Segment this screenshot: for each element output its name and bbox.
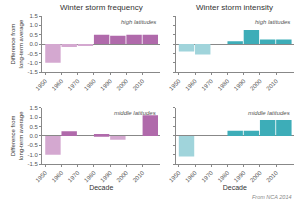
svg-text:2000: 2000 <box>249 78 263 92</box>
svg-text:1990: 1990 <box>99 169 113 183</box>
svg-text:1980: 1980 <box>83 169 97 183</box>
svg-text:Winter storm intensity: Winter storm intensity <box>196 3 273 12</box>
svg-text:0.0: 0.0 <box>29 133 38 139</box>
svg-text:-0.5: -0.5 <box>27 142 38 148</box>
svg-text:2010: 2010 <box>132 78 146 92</box>
svg-text:-1.0: -1.0 <box>27 60 38 66</box>
svg-text:1970: 1970 <box>200 169 214 183</box>
svg-text:2000: 2000 <box>249 169 263 183</box>
svg-text:middle latitudes: middle latitudes <box>114 110 156 116</box>
svg-text:-1.5: -1.5 <box>27 161 38 167</box>
svg-text:1.5: 1.5 <box>29 13 38 19</box>
svg-text:1.0: 1.0 <box>29 114 38 120</box>
svg-text:1970: 1970 <box>200 78 214 92</box>
svg-text:1960: 1960 <box>184 169 198 183</box>
svg-text:1970: 1970 <box>67 78 81 92</box>
svg-text:-1.0: -1.0 <box>27 152 38 158</box>
svg-text:1990: 1990 <box>233 169 247 183</box>
svg-text:2010: 2010 <box>132 169 146 183</box>
svg-text:1980: 1980 <box>217 78 231 92</box>
svg-text:1980: 1980 <box>217 169 231 183</box>
svg-text:1.5: 1.5 <box>29 105 38 111</box>
svg-text:0.5: 0.5 <box>29 32 38 38</box>
svg-text:Decade: Decade <box>89 184 113 191</box>
svg-text:1990: 1990 <box>99 78 113 92</box>
svg-text:0.5: 0.5 <box>29 124 38 130</box>
svg-text:high latitudes: high latitudes <box>255 19 290 25</box>
svg-text:1960: 1960 <box>51 78 65 92</box>
svg-text:1990: 1990 <box>233 78 247 92</box>
svg-text:high latitudes: high latitudes <box>121 19 156 25</box>
svg-text:1960: 1960 <box>184 78 198 92</box>
svg-text:-0.5: -0.5 <box>27 51 38 57</box>
svg-text:1950: 1950 <box>168 169 182 183</box>
svg-text:2000: 2000 <box>116 78 130 92</box>
svg-text:1980: 1980 <box>83 78 97 92</box>
svg-text:Difference fromlong-term avera: Difference fromlong-term average <box>10 111 24 160</box>
svg-text:1950: 1950 <box>168 78 182 92</box>
svg-text:2010: 2010 <box>265 78 279 92</box>
svg-text:0.0: 0.0 <box>29 41 38 47</box>
svg-text:From NCA 2014: From NCA 2014 <box>252 194 292 200</box>
svg-text:1.0: 1.0 <box>29 22 38 28</box>
svg-text:Winter storm frequency: Winter storm frequency <box>60 3 143 12</box>
svg-text:middle latitudes: middle latitudes <box>248 110 290 116</box>
svg-text:1950: 1950 <box>34 169 48 183</box>
svg-text:-1.5: -1.5 <box>27 69 38 75</box>
svg-text:2000: 2000 <box>116 169 130 183</box>
svg-text:1950: 1950 <box>34 78 48 92</box>
svg-text:2010: 2010 <box>265 169 279 183</box>
svg-text:1970: 1970 <box>67 169 81 183</box>
svg-text:Difference fromlong-term avera: Difference fromlong-term average <box>10 19 24 68</box>
svg-text:1960: 1960 <box>51 169 65 183</box>
svg-text:Decade: Decade <box>223 184 247 191</box>
